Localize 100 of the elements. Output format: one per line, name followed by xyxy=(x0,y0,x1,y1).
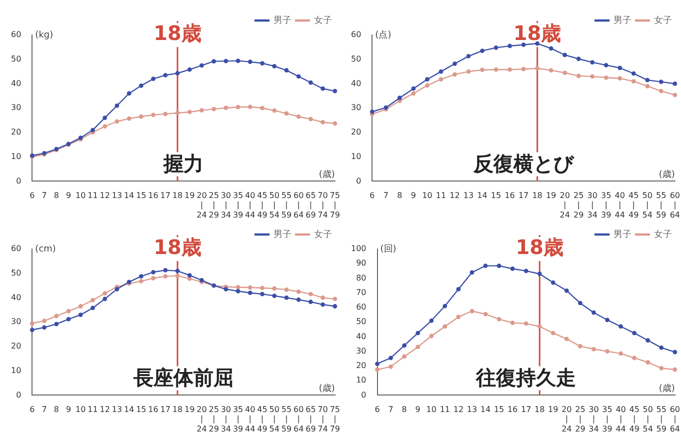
x-tick-label: 25 | 29 xyxy=(208,191,219,220)
x-tick-label: 15 xyxy=(136,405,146,414)
y-tick-label: 50 xyxy=(10,268,22,278)
y-tick-label: 30 xyxy=(10,317,22,326)
y-tick-label: 20 xyxy=(350,128,362,137)
y-axis-title: (点) xyxy=(375,29,392,40)
x-tick-label: 25 | 29 xyxy=(573,191,584,220)
x-tick-label: 55 | 59 xyxy=(656,191,666,220)
x-tick-label: 25 | 29 xyxy=(575,405,586,434)
x-tick-label: 11 xyxy=(88,405,98,414)
x-tick-label: 14 xyxy=(480,405,491,414)
legend-label: 女子 xyxy=(654,228,672,240)
x-tick-label: 11 xyxy=(88,191,98,200)
y-tick-label: 40 xyxy=(10,292,22,302)
annotation: 握力 xyxy=(162,151,204,176)
x-tick-label: 45 | 49 xyxy=(257,191,268,220)
x-tick-label: 70 | 74 xyxy=(318,191,328,220)
x-tick-label: 20 | 24 xyxy=(196,191,207,220)
x-tick-label: 19 xyxy=(546,191,556,200)
y-tick-label: 0 xyxy=(16,176,22,186)
x-tick-label: 8 xyxy=(54,191,59,200)
legend-label: 男子 xyxy=(274,228,292,240)
x-tick-label: 55 | 59 xyxy=(656,405,666,434)
legend-label: 男子 xyxy=(614,228,632,240)
x-tick-label: 70 | 74 xyxy=(318,405,328,434)
x-tick-label: 9 xyxy=(66,191,72,200)
y-tick-label: 60 xyxy=(350,30,362,40)
x-axis-title: (歳) xyxy=(658,169,675,180)
x-axis-title: (歳) xyxy=(658,383,675,394)
y-tick-label: 50 xyxy=(10,54,22,64)
x-tick-label: 18 xyxy=(534,405,545,414)
annotation: 長座体前屈 xyxy=(132,365,234,390)
x-tick-label: 16 xyxy=(507,405,518,414)
x-tick-label: 50 | 54 xyxy=(642,191,652,220)
annotation: 往復持久走 xyxy=(475,365,576,390)
ref-line-label: 18歳 xyxy=(154,21,202,46)
x-tick-label: 14 xyxy=(124,191,134,200)
x-tick-label: 9 xyxy=(415,405,420,414)
x-tick-label: 6 xyxy=(30,405,35,414)
x-tick-label: 6 xyxy=(374,405,380,414)
x-tick-label: 16 xyxy=(148,405,158,414)
y-axis-title: (kg) xyxy=(35,30,54,40)
x-tick-label: 7 xyxy=(383,191,388,200)
x-tick-label: 60 | 64 xyxy=(670,191,680,220)
y-tick-label: 90 xyxy=(356,258,366,268)
x-tick-label: 9 xyxy=(410,191,416,200)
y-tick-label: 70 xyxy=(356,288,366,297)
x-tick-label: 16 xyxy=(148,191,158,200)
x-tick-label: 30 | 34 xyxy=(588,405,599,434)
y-tick-label: 60 xyxy=(10,244,22,254)
y-tick-label: 30 xyxy=(10,103,22,112)
x-tick-label: 60 | 64 xyxy=(293,191,304,220)
x-tick-label: 16 xyxy=(504,191,515,200)
y-tick-label: 20 xyxy=(356,361,366,370)
y-tick-label: 20 xyxy=(10,342,22,351)
x-tick-label: 11 xyxy=(436,191,446,200)
y-tick-label: 10 xyxy=(10,152,22,161)
x-tick-label: 35 | 39 xyxy=(601,191,612,220)
x-tick-label: 30 | 34 xyxy=(587,191,598,220)
x-tick-label: 15 xyxy=(494,405,504,414)
x-tick-label: 30 | 34 xyxy=(220,191,232,220)
x-tick-label: 18 xyxy=(172,405,183,414)
x-tick-label: 17 xyxy=(160,191,170,200)
y-tick-label: 60 xyxy=(10,30,22,40)
y-tick-label: 10 xyxy=(350,152,362,161)
y-tick-label: 0 xyxy=(361,390,366,400)
x-tick-label: 12 xyxy=(100,405,110,414)
x-tick-label: 30 | 34 xyxy=(220,405,232,434)
y-tick-label: 80 xyxy=(356,273,366,282)
y-tick-label: 10 xyxy=(10,366,22,375)
x-axis-title: (歳) xyxy=(318,169,335,180)
x-tick-label: 55 | 59 xyxy=(281,191,292,220)
x-tick-label: 19 xyxy=(184,405,195,414)
x-tick-label: 7 xyxy=(42,405,47,414)
x-tick-label: 55 | 59 xyxy=(281,405,292,434)
y-axis-title: (cm) xyxy=(35,244,56,254)
x-tick-label: 45 | 49 xyxy=(628,191,639,220)
x-tick-label: 60 | 64 xyxy=(293,405,304,434)
x-tick-label: 20 | 24 xyxy=(562,405,572,434)
y-tick-label: 60 xyxy=(356,302,366,312)
x-tick-label: 8 xyxy=(397,191,402,200)
y-tick-label: 50 xyxy=(356,317,366,326)
x-tick-label: 10 xyxy=(426,405,436,414)
x-tick-label: 15 xyxy=(136,191,146,200)
legend-label: 男子 xyxy=(614,14,632,26)
x-tick-label: 12 xyxy=(453,405,464,414)
x-tick-label: 40 | 44 xyxy=(614,191,625,220)
legend-label: 女子 xyxy=(314,228,332,240)
x-tick-label: 13 xyxy=(112,405,122,414)
y-tick-label: 0 xyxy=(356,176,362,186)
legend-label: 女子 xyxy=(314,14,332,26)
x-tick-label: 40 | 44 xyxy=(616,405,626,434)
x-tick-label: 13 xyxy=(466,405,478,414)
x-tick-label: 65 | 69 xyxy=(306,191,316,220)
x-tick-label: 25 | 29 xyxy=(208,405,219,434)
x-tick-label: 17 xyxy=(520,405,532,414)
x-tick-label: 12 xyxy=(450,191,460,200)
legend-label: 男子 xyxy=(274,14,292,26)
x-tick-label: 7 xyxy=(42,191,47,200)
x-tick-label: 18 xyxy=(532,191,542,200)
